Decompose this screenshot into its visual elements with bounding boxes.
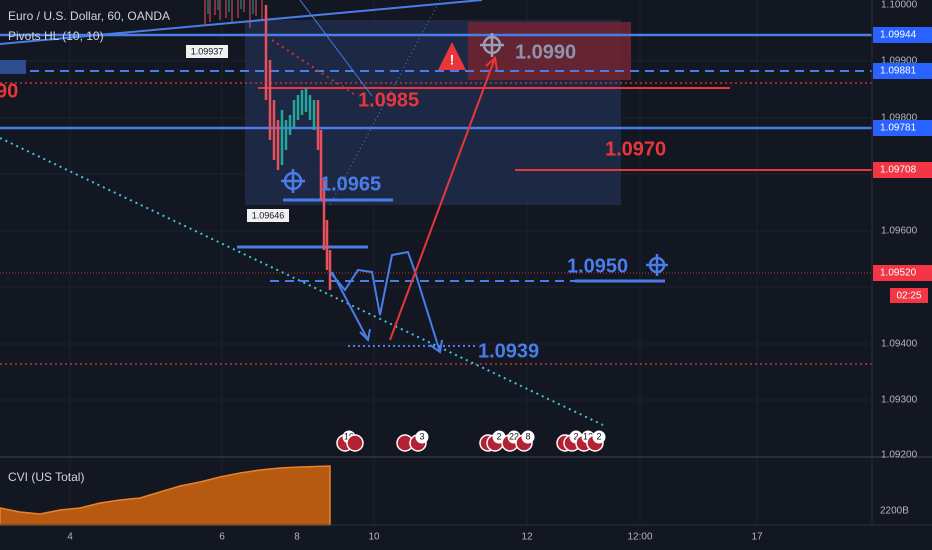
event-count: 22 [509,431,519,441]
time-label: 6 [219,532,225,543]
trend-line [329,0,441,206]
forecast-arrow [331,271,443,354]
price-marker-label: 1.09781 [880,123,917,134]
price-marker-label: 1.09881 [880,66,917,77]
event-badge [592,430,606,444]
pivot-label: 1.09937 [191,46,224,56]
event-flag [346,434,364,452]
price-marker [873,63,932,79]
countdown: 02:25 [896,291,921,302]
candles [204,0,332,290]
forecast-arrow [389,56,498,341]
pivot-box [247,209,289,222]
level-label: 1.0985 [358,89,419,111]
price-label: 1.09900 [881,56,918,67]
time-label: 10 [368,532,380,543]
event-count: 2 [596,431,601,441]
price-label: 1.09400 [881,339,918,350]
price-marker [873,120,932,136]
price-marker [873,265,932,281]
price-marker-label: 1.09520 [880,268,917,279]
countdown-box [890,288,928,303]
time-label: 12 [521,532,533,543]
edge-label: 90 [0,80,18,102]
indicator-title[interactable]: Pivots HL (10, 10) [8,29,104,43]
trend-line [271,39,356,96]
price-label: 1.09600 [881,226,918,237]
event-count: 10 [344,431,354,441]
event-badges: 10 3 2 22 8 2 12 2 [336,430,606,452]
time-axis: 4 6 8 10 12 12:00 17 [67,532,763,543]
pane-axis-label: 2200B [880,506,909,517]
level-label: 1.0965 [320,173,381,195]
event-count: 2 [573,431,578,441]
price-marker [873,27,932,43]
cvi-area [0,465,331,526]
level-label: 1.0970 [605,138,666,160]
time-label: 12:00 [627,532,652,543]
time-label: 8 [294,532,300,543]
crosshair-icon [281,169,305,193]
edge-box [0,60,26,74]
price-label: 1.10000 [881,0,918,11]
price-marker-label: 1.09944 [880,30,917,41]
trend-line [299,0,373,97]
price-marker [873,162,932,178]
target-label: 1.0990 [515,41,576,63]
price-label: 1.09300 [881,395,918,406]
symbol-title[interactable]: Euro / U.S. Dollar, 60, OANDA [8,9,170,23]
warning-mark: ! [450,52,455,68]
time-label: 17 [751,532,763,543]
event-count: 2 [496,431,501,441]
price-label: 1.09800 [881,113,918,124]
event-count: 3 [419,431,424,441]
pane-title[interactable]: CVI (US Total) [8,470,84,484]
event-badge [521,430,535,444]
time-label: 4 [67,532,73,543]
price-axis: 1.10000 1.09900 1.09800 1.09600 1.09400 1.093… [873,0,932,461]
event-count: 8 [525,431,530,441]
event-count: 12 [583,431,593,441]
price-label: 1.09200 [881,450,918,461]
trend-line [0,0,483,45]
price-marker-label: 1.09708 [880,165,917,176]
event-badge [415,430,429,444]
crosshair-icon [646,254,668,276]
level-label: 1.0950 [567,255,628,277]
pivot-label: 1.09646 [252,210,285,220]
forecast-path [329,250,441,353]
pivot-box [186,45,228,58]
level-label: 1.0939 [478,340,539,362]
crosshair-icon [480,33,504,57]
warning-icon [438,42,466,70]
